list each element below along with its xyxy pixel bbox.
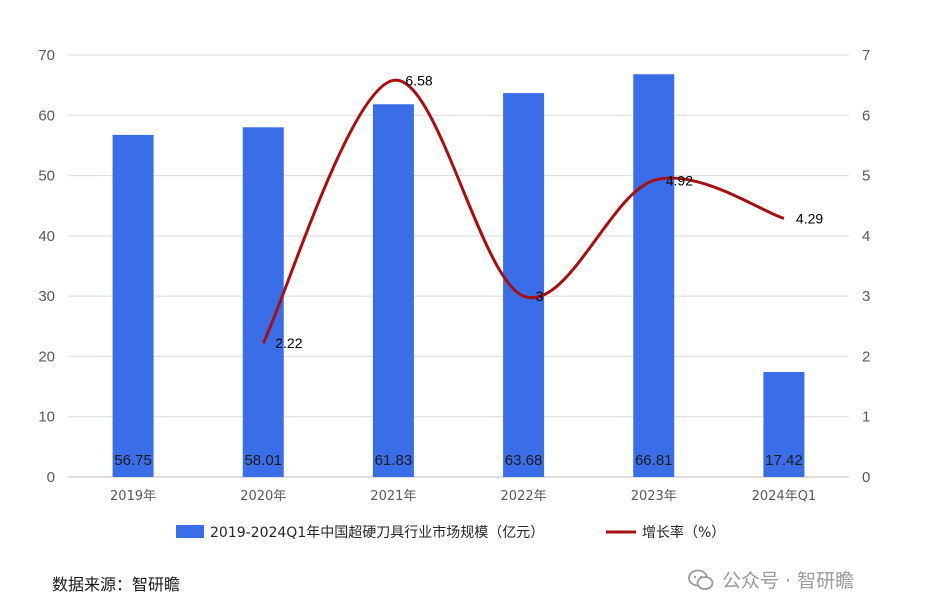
x-tick-label: 2022年 (501, 489, 547, 504)
left-tick-label: 30 (38, 288, 55, 305)
left-tick-label: 60 (38, 107, 55, 124)
bar-data-labels: 56.75 58.01 61.83 63.68 66.81 17.42 (114, 452, 802, 469)
left-tick-label: 50 (38, 168, 55, 185)
right-tick-label: 4 (862, 228, 870, 245)
line-value-label: 3 (536, 288, 544, 304)
right-tick-label: 2 (862, 348, 870, 365)
legend-line-label: 增长率（%） (642, 524, 725, 541)
line-value-label: 2.22 (275, 335, 302, 351)
left-tick-label: 0 (47, 469, 55, 486)
legend-bar-swatch (176, 525, 204, 538)
bar (633, 74, 675, 477)
x-axis-ticks: 2019年 2020年 2021年 2022年 2023年 2024年Q1 (110, 489, 816, 504)
bar (112, 134, 154, 477)
left-tick-label: 20 (38, 348, 55, 365)
right-tick-label: 5 (862, 168, 870, 185)
bar-value-label: 56.75 (114, 452, 152, 469)
x-tick-label: 2024年Q1 (752, 489, 817, 504)
x-tick-label: 2019年 (110, 489, 156, 504)
bar (242, 127, 284, 478)
line-value-label: 4.29 (796, 210, 823, 226)
right-tick-label: 3 (862, 288, 870, 305)
left-tick-label: 40 (38, 228, 55, 245)
line-value-label: 4.92 (666, 172, 693, 188)
chart: 0 10 20 30 40 50 60 70 0 1 2 3 4 5 6 7 56.75 58.01 61.83… (38, 47, 870, 541)
wechat-icon (688, 569, 714, 590)
bar-value-label: 17.42 (765, 452, 803, 469)
left-tick-label: 10 (38, 409, 55, 426)
left-axis-ticks: 0 10 20 30 40 50 60 70 (38, 47, 55, 486)
right-tick-label: 1 (862, 409, 870, 426)
line-series (261, 78, 785, 344)
data-source: 数据来源：智研瞻 (52, 575, 181, 594)
left-tick-label: 70 (38, 47, 55, 64)
right-tick-label: 6 (862, 107, 870, 124)
bar (372, 104, 414, 478)
bar-value-label: 61.83 (375, 452, 413, 469)
right-tick-label: 7 (862, 47, 870, 64)
x-tick-label: 2021年 (370, 489, 416, 504)
x-tick-label: 2023年 (631, 489, 677, 504)
bar-value-label: 58.01 (244, 452, 282, 469)
bar-value-label: 66.81 (635, 452, 673, 469)
x-tick-label: 2020年 (240, 489, 286, 504)
growth-rate-line (261, 78, 785, 344)
right-axis-ticks: 0 1 2 3 4 5 6 7 (862, 47, 870, 486)
watermark-text: 公众号 · 智研瞻 (722, 570, 855, 592)
bar (763, 371, 805, 477)
line-data-labels: 2.22 6.58 3 4.92 4.29 (275, 72, 823, 351)
watermark: 公众号 · 智研瞻 (688, 566, 854, 593)
gridlines (68, 54, 849, 478)
line-value-label: 6.58 (405, 72, 432, 88)
bar-value-label: 63.68 (505, 452, 543, 469)
legend: 2019-2024Q1年中国超硬刀具行业市场规模（亿元） 增长率（%） (176, 524, 725, 541)
legend-bar-label: 2019-2024Q1年中国超硬刀具行业市场规模（亿元） (210, 524, 544, 541)
right-tick-label: 0 (862, 469, 870, 486)
